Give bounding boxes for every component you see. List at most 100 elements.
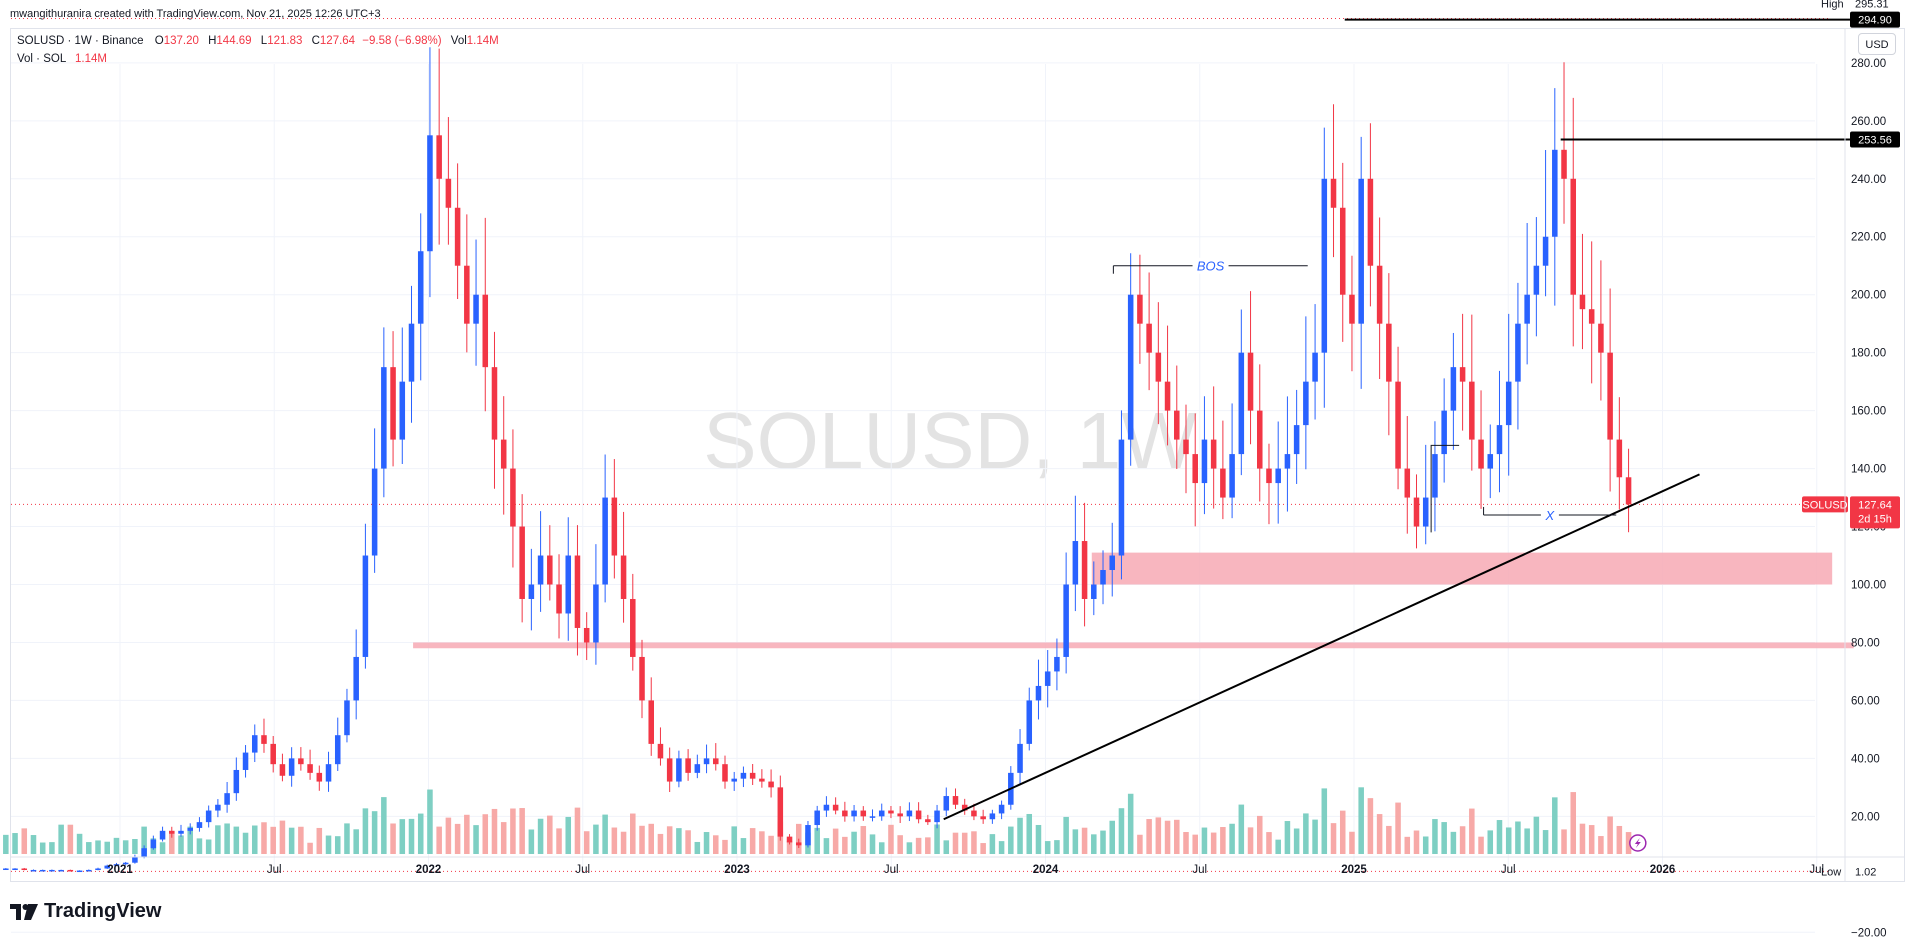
volume-legend-label[interactable]: Vol · SOL bbox=[17, 53, 66, 65]
support-zone-lower[interactable] bbox=[413, 642, 1854, 649]
candle[interactable] bbox=[630, 598, 636, 657]
tradingview-logo[interactable]: TradingView bbox=[10, 900, 161, 923]
candle[interactable] bbox=[390, 367, 396, 440]
candle[interactable] bbox=[224, 793, 230, 805]
candle[interactable] bbox=[344, 700, 350, 736]
candle[interactable] bbox=[685, 758, 691, 773]
candle[interactable] bbox=[878, 810, 885, 817]
candle[interactable] bbox=[1072, 541, 1079, 585]
candle[interactable] bbox=[888, 810, 894, 814]
candle[interactable] bbox=[104, 865, 111, 869]
candle[interactable] bbox=[1386, 323, 1392, 382]
candle[interactable] bbox=[851, 810, 857, 817]
candle[interactable] bbox=[1118, 439, 1125, 556]
trendline[interactable] bbox=[943, 473, 1700, 821]
candle[interactable] bbox=[1561, 149, 1567, 179]
candle[interactable] bbox=[869, 816, 876, 818]
candle[interactable] bbox=[1063, 584, 1069, 657]
candle[interactable] bbox=[1570, 178, 1577, 295]
candle[interactable] bbox=[934, 810, 940, 823]
candle[interactable] bbox=[482, 294, 489, 368]
candle[interactable] bbox=[1109, 555, 1116, 571]
currency-button[interactable]: USD bbox=[1858, 33, 1896, 55]
candle[interactable] bbox=[537, 555, 544, 585]
candle[interactable] bbox=[620, 555, 627, 599]
candle[interactable] bbox=[49, 869, 55, 872]
candle[interactable] bbox=[381, 367, 387, 469]
candle[interactable] bbox=[159, 830, 166, 840]
candle[interactable] bbox=[694, 764, 701, 773]
candle[interactable] bbox=[1312, 352, 1318, 382]
candle[interactable] bbox=[805, 825, 811, 846]
candle[interactable] bbox=[519, 526, 525, 599]
candle[interactable] bbox=[1321, 178, 1328, 353]
candle[interactable] bbox=[528, 584, 535, 599]
candle[interactable] bbox=[1625, 477, 1632, 505]
candle[interactable] bbox=[1137, 294, 1143, 324]
candle[interactable] bbox=[565, 555, 572, 614]
candle[interactable] bbox=[602, 497, 608, 585]
candle[interactable] bbox=[961, 804, 968, 811]
candle[interactable] bbox=[1450, 367, 1457, 411]
candle[interactable] bbox=[67, 869, 74, 872]
candle[interactable] bbox=[1616, 439, 1623, 478]
candle[interactable] bbox=[1275, 468, 1281, 484]
candle[interactable] bbox=[998, 804, 1005, 814]
candle[interactable] bbox=[279, 764, 286, 776]
candle[interactable] bbox=[1505, 381, 1512, 426]
candle[interactable] bbox=[76, 870, 83, 873]
candle[interactable] bbox=[786, 836, 793, 843]
candle[interactable] bbox=[1238, 352, 1245, 455]
candle[interactable] bbox=[657, 743, 664, 759]
candle[interactable] bbox=[1192, 454, 1198, 484]
candle[interactable] bbox=[1469, 381, 1475, 440]
candle[interactable] bbox=[1349, 294, 1355, 324]
candle[interactable] bbox=[1533, 265, 1540, 295]
support-zone-upper[interactable] bbox=[1091, 552, 1833, 585]
candle[interactable] bbox=[1413, 497, 1420, 527]
candle[interactable] bbox=[1358, 178, 1364, 324]
candle[interactable] bbox=[1035, 685, 1042, 701]
candle[interactable] bbox=[500, 439, 507, 469]
candle[interactable] bbox=[842, 810, 848, 817]
candle[interactable] bbox=[58, 869, 64, 872]
candle[interactable] bbox=[1155, 352, 1162, 382]
candle[interactable] bbox=[1146, 323, 1152, 353]
candle[interactable] bbox=[510, 468, 516, 527]
candle[interactable] bbox=[1330, 178, 1337, 208]
candle[interactable] bbox=[1542, 236, 1549, 266]
candle[interactable] bbox=[141, 848, 147, 857]
candle[interactable] bbox=[288, 758, 295, 776]
candle[interactable] bbox=[925, 819, 931, 823]
candle[interactable] bbox=[989, 813, 996, 820]
candle[interactable] bbox=[1044, 671, 1051, 686]
candle[interactable] bbox=[1422, 497, 1429, 527]
candle[interactable] bbox=[169, 830, 175, 834]
candle[interactable] bbox=[464, 265, 470, 324]
candle[interactable] bbox=[1579, 294, 1586, 310]
candle[interactable] bbox=[399, 381, 406, 440]
candle[interactable] bbox=[1174, 410, 1180, 440]
candle[interactable] bbox=[21, 868, 28, 871]
candle[interactable] bbox=[943, 796, 950, 811]
candle[interactable] bbox=[1266, 468, 1272, 484]
candle[interactable] bbox=[759, 778, 765, 782]
candle[interactable] bbox=[823, 804, 830, 811]
candle[interactable] bbox=[639, 656, 645, 701]
candle[interactable] bbox=[242, 752, 249, 770]
candle[interactable] bbox=[1247, 352, 1254, 411]
candle[interactable] bbox=[814, 810, 820, 826]
candle[interactable] bbox=[593, 584, 599, 643]
candle[interactable] bbox=[1100, 570, 1106, 585]
candle[interactable] bbox=[897, 813, 903, 817]
candle[interactable] bbox=[777, 787, 784, 837]
candle[interactable] bbox=[1026, 700, 1033, 744]
candle[interactable] bbox=[408, 323, 415, 382]
candle[interactable] bbox=[611, 497, 618, 556]
candle[interactable] bbox=[1441, 410, 1447, 455]
candle[interactable] bbox=[334, 735, 341, 765]
candle[interactable] bbox=[187, 827, 193, 831]
candle[interactable] bbox=[132, 856, 138, 863]
candle[interactable] bbox=[1081, 541, 1088, 599]
